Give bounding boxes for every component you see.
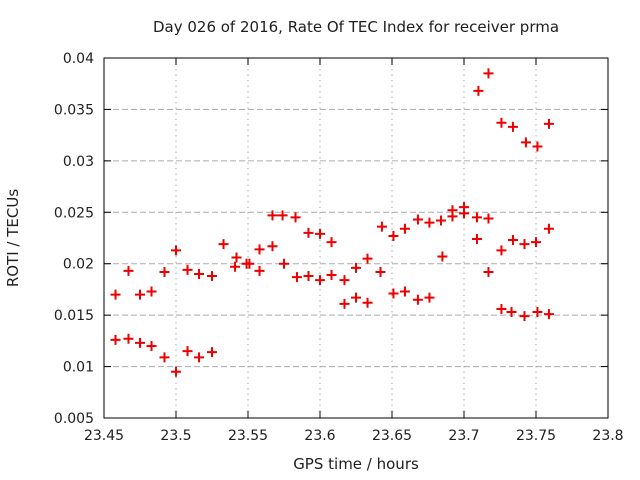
data-point-marker — [291, 272, 302, 283]
data-point-marker — [339, 298, 350, 309]
y-tick-label: 0.015 — [54, 308, 94, 324]
data-point-marker — [351, 292, 361, 303]
data-point-marker — [412, 214, 423, 225]
x-tick-label: 23.6 — [304, 428, 335, 444]
data-point-marker — [473, 85, 484, 96]
plot-border — [103, 57, 609, 419]
y-tick-label: 0.04 — [63, 51, 94, 67]
x-tick-label: 23.55 — [228, 428, 268, 444]
data-point-marker — [532, 141, 543, 152]
data-point-marker — [123, 265, 134, 276]
data-point-marker — [424, 292, 435, 303]
data-point-marker — [543, 309, 554, 320]
data-point-marker — [376, 221, 387, 232]
data-point-marker — [496, 245, 507, 256]
data-point-marker — [543, 223, 554, 234]
data-point-marker — [146, 341, 157, 351]
data-point-marker — [326, 270, 337, 281]
data-point-marker — [254, 244, 265, 255]
data-point-marker — [231, 252, 242, 263]
data-point-marker — [483, 213, 494, 224]
data-point-marker — [110, 334, 121, 345]
data-point-marker — [362, 253, 373, 264]
y-tick-label: 0.025 — [54, 205, 94, 221]
data-point-marker — [447, 211, 458, 222]
data-point-marker — [303, 271, 314, 282]
data-point-marker — [171, 245, 181, 256]
y-tick-label: 0.02 — [63, 257, 94, 273]
data-point-marker — [496, 117, 507, 128]
data-point-marker — [507, 121, 518, 132]
data-point-marker — [543, 118, 554, 129]
data-point-marker — [531, 237, 541, 248]
data-point-marker — [471, 212, 482, 223]
data-point-marker — [424, 217, 435, 228]
data-point-marker — [315, 275, 325, 286]
data-point-marker — [135, 337, 145, 348]
data-point-marker — [267, 241, 278, 252]
data-point-marker — [471, 234, 482, 245]
data-point-marker — [520, 137, 531, 148]
x-tick-label: 23.65 — [372, 428, 412, 444]
data-point-marker — [110, 289, 121, 300]
data-point-marker — [182, 264, 193, 275]
data-point-marker — [435, 215, 446, 226]
x-tick-label: 23.75 — [516, 428, 556, 444]
data-point-marker — [412, 294, 423, 305]
chart-title: Day 026 of 2016, Rate Of TEC Index for r… — [152, 18, 560, 36]
data-point-marker — [362, 297, 373, 308]
x-axis-label: GPS time / hours — [293, 455, 419, 473]
data-point-marker — [399, 286, 410, 297]
data-point-marker — [244, 258, 255, 269]
data-point-marker — [267, 210, 278, 221]
x-tick-label: 23.7 — [448, 428, 479, 444]
data-point-marker — [496, 303, 507, 314]
x-tick-label: 23.8 — [592, 428, 623, 444]
data-point-marker — [532, 307, 543, 318]
data-point-marker — [507, 235, 518, 246]
data-point-marker — [254, 265, 265, 276]
data-point-marker — [230, 261, 241, 272]
data-point-marker — [399, 223, 410, 234]
data-point-marker — [135, 289, 145, 300]
data-point-marker — [506, 307, 517, 318]
y-tick-label: 0.005 — [54, 411, 94, 427]
data-point-marker — [194, 352, 205, 363]
y-tick-label: 0.035 — [54, 102, 94, 118]
data-point-marker — [388, 288, 399, 299]
data-point-marker — [159, 352, 170, 363]
data-point-marker — [339, 275, 350, 286]
data-point-marker — [303, 227, 314, 238]
data-point-marker — [519, 311, 530, 322]
data-point-marker — [277, 210, 288, 221]
data-point-marker — [375, 266, 386, 277]
data-point-marker — [437, 251, 448, 262]
data-point-marker — [483, 68, 494, 79]
data-point-marker — [146, 286, 157, 297]
data-point-marker — [182, 346, 193, 357]
y-tick-label: 0.03 — [63, 154, 94, 170]
data-point-marker — [218, 239, 229, 250]
data-point-marker — [388, 230, 399, 241]
x-tick-label: 23.45 — [84, 428, 124, 444]
data-point-marker — [171, 366, 181, 377]
y-tick-label: 0.01 — [63, 360, 94, 376]
data-point-marker — [315, 228, 325, 239]
data-point-marker — [279, 258, 289, 269]
data-point-marker — [207, 347, 217, 358]
data-point-marker — [123, 333, 134, 344]
x-tick-label: 23.5 — [160, 428, 191, 444]
data-point-marker — [351, 262, 361, 273]
data-point-marker — [459, 208, 469, 219]
data-point-marker — [290, 212, 301, 223]
data-point-marker — [194, 269, 205, 279]
data-point-marker — [207, 271, 217, 282]
data-point-marker — [326, 237, 337, 248]
data-point-marker — [483, 266, 494, 277]
data-point-marker — [519, 239, 530, 250]
data-point-marker — [159, 266, 170, 277]
